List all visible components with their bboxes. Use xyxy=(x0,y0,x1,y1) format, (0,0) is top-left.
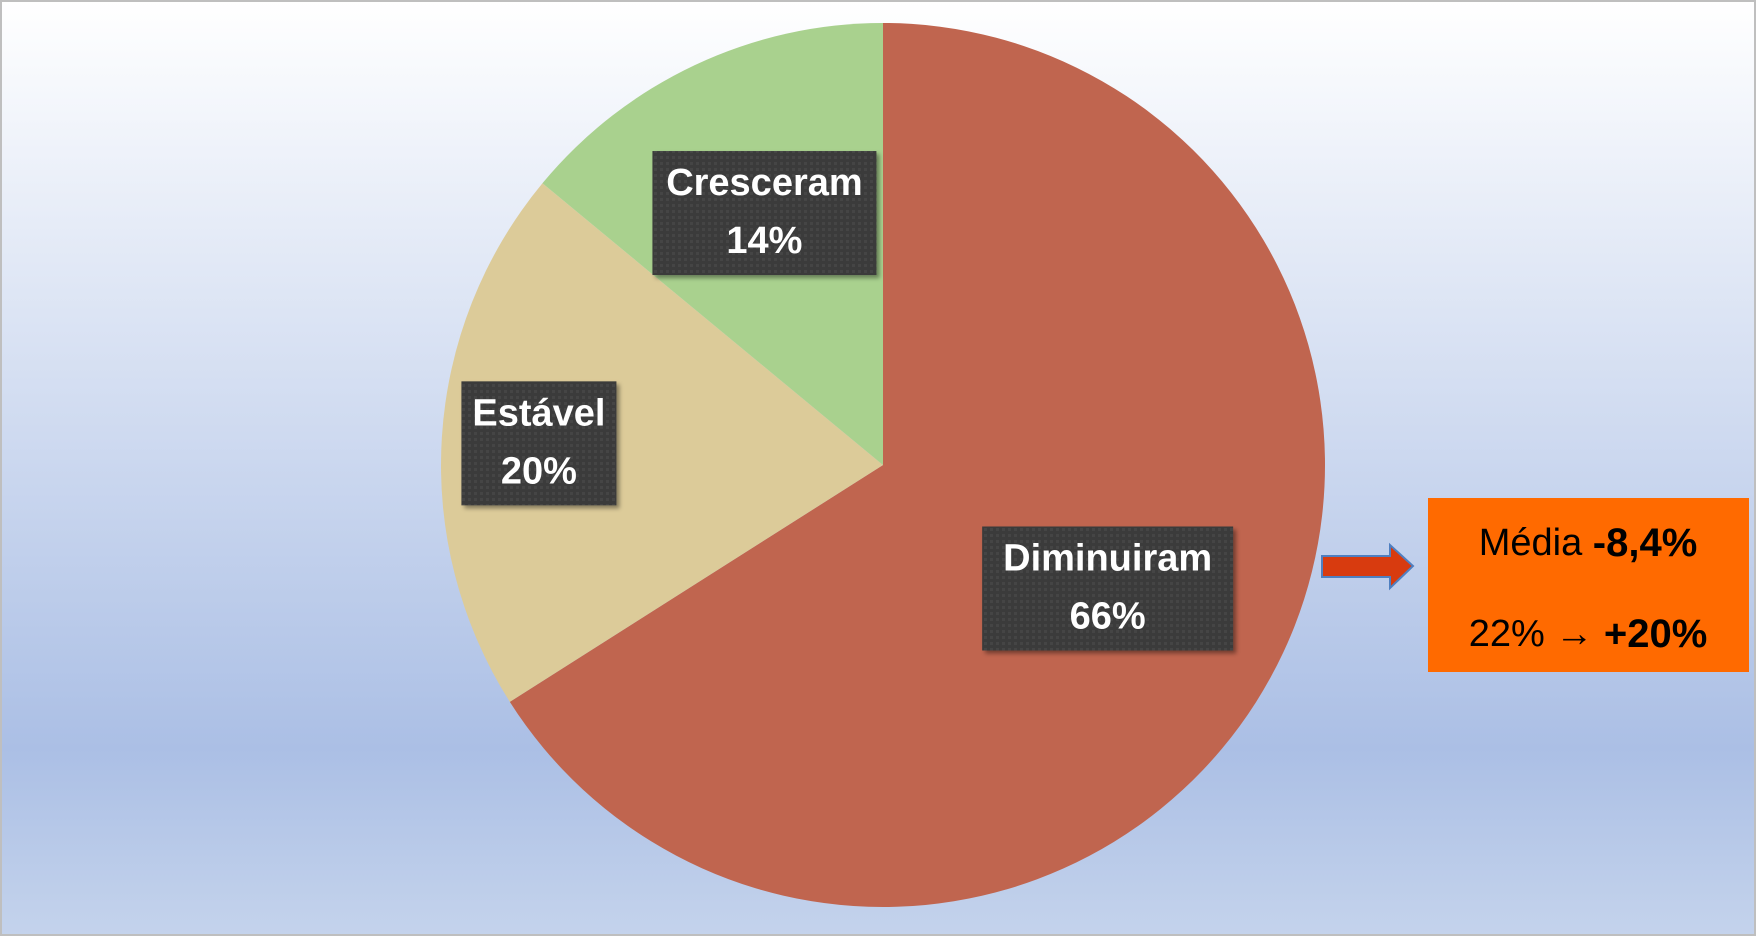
data-label: 14% xyxy=(726,220,802,262)
category-label: Estável xyxy=(472,392,605,434)
data-labels: Diminuiram 66% Estável 20% Cresceram 14% xyxy=(461,151,1234,651)
data-label-box xyxy=(652,151,877,276)
pie-slice xyxy=(441,183,883,702)
annotation-box xyxy=(1428,498,1749,672)
annotation-value: +20% xyxy=(1604,612,1707,656)
annotation-text: 22% → xyxy=(1469,613,1594,655)
annotation-text: Média xyxy=(1479,522,1583,564)
annotation-line: Média -8,4% xyxy=(1479,521,1698,565)
category-label: Diminuiram xyxy=(1003,538,1212,580)
pie-slice xyxy=(509,23,1325,907)
category-label: Cresceram xyxy=(666,162,862,204)
arrow xyxy=(1321,542,1415,591)
annotation-line: 22% → +20% xyxy=(1469,612,1708,656)
data-label-box xyxy=(982,526,1234,651)
annotation-value: -8,4% xyxy=(1593,521,1698,565)
data-label: 66% xyxy=(1070,596,1146,638)
annotation: Média -8,4% 22% → +20% xyxy=(1321,498,1749,672)
data-label: 20% xyxy=(501,450,577,492)
data-label-box xyxy=(461,381,617,506)
